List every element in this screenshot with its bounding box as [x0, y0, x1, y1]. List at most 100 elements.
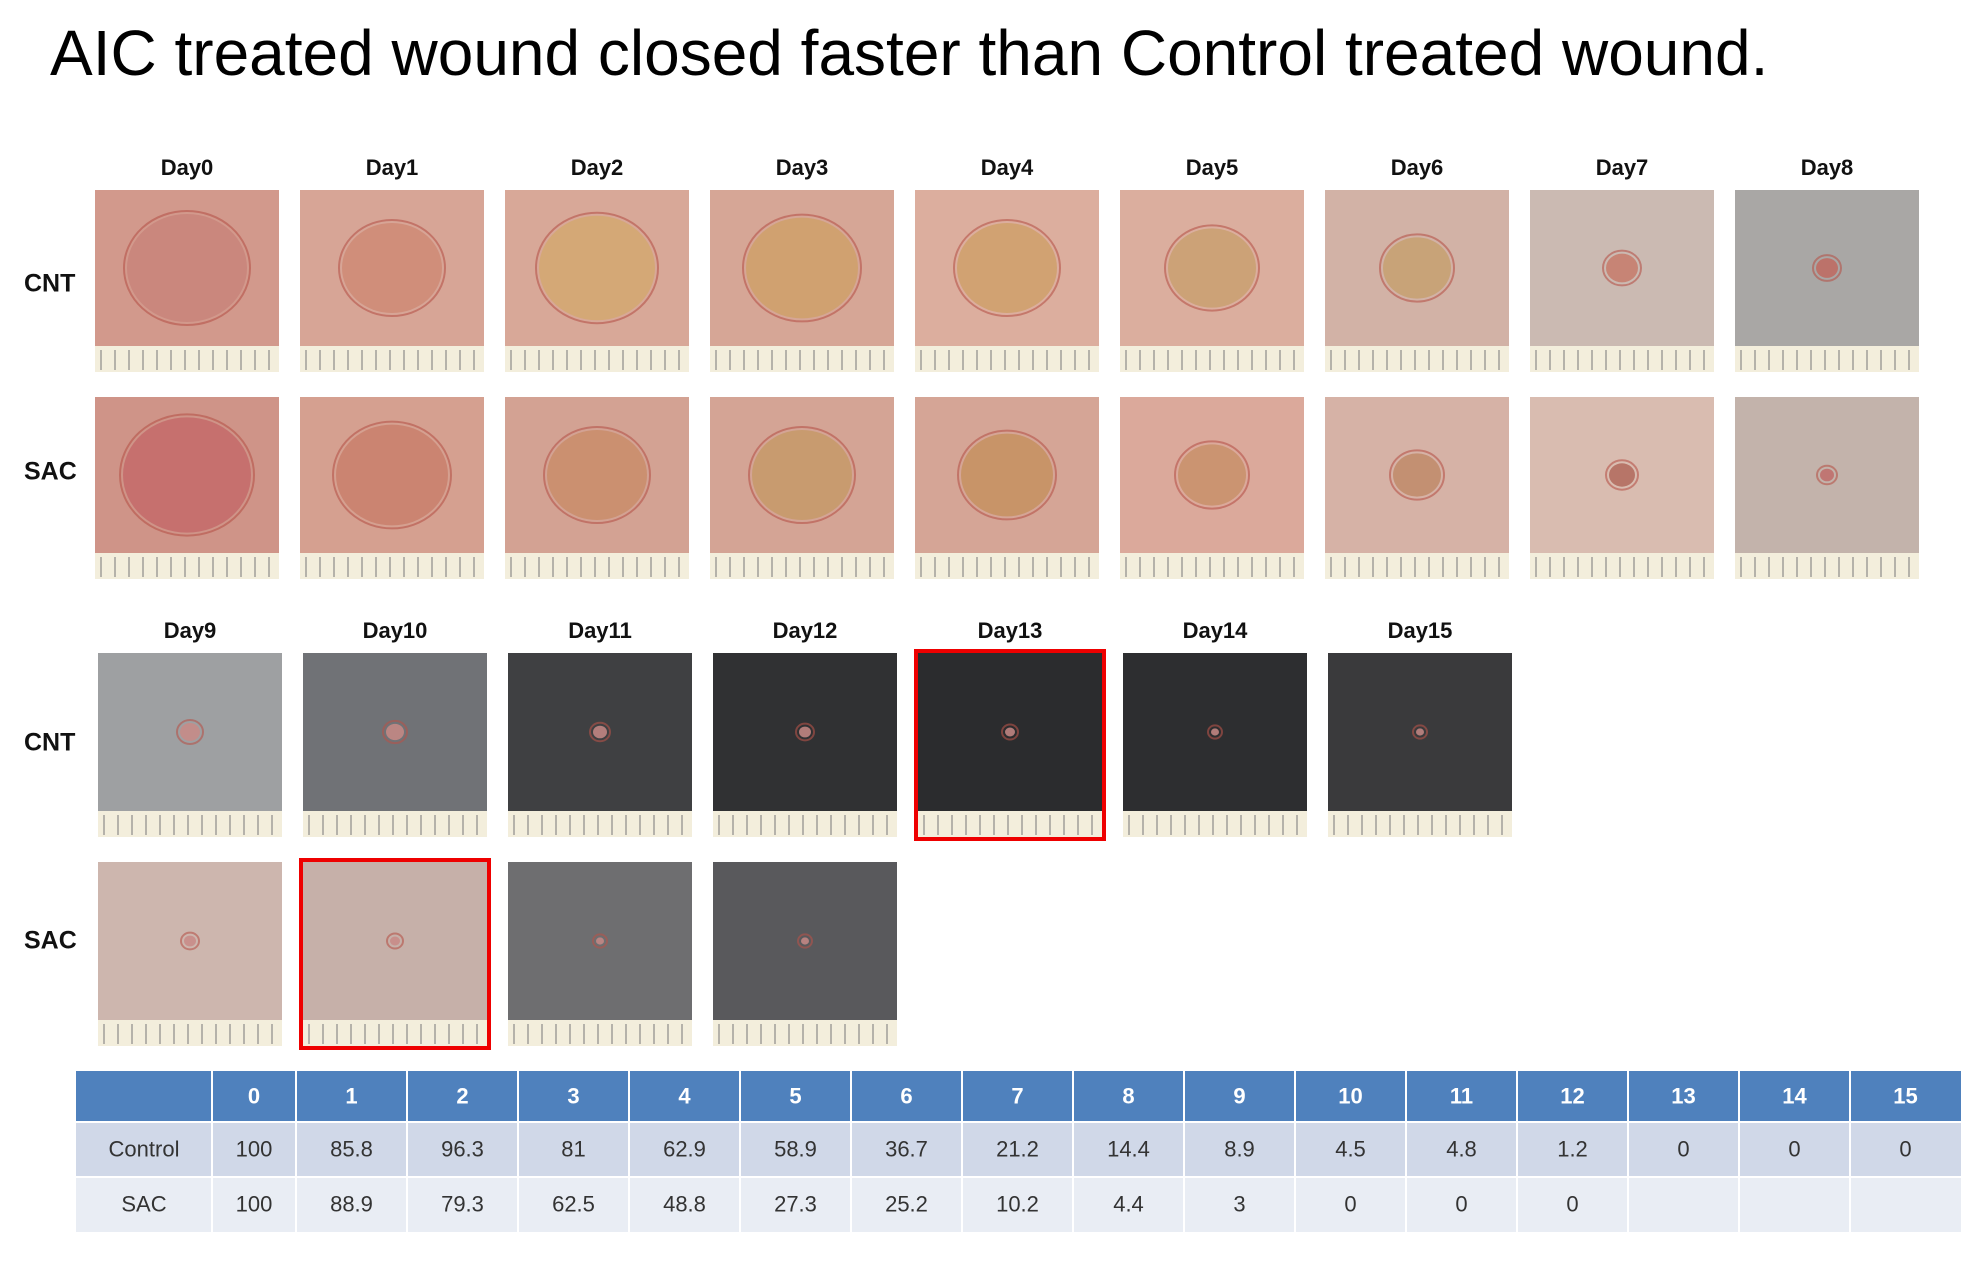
table-row-bg — [76, 1122, 1961, 1177]
wound — [1820, 468, 1834, 482]
ruler — [95, 553, 279, 579]
wound — [342, 223, 442, 313]
day-label: Day1 — [366, 155, 419, 180]
wound — [386, 723, 404, 741]
wound-photo — [713, 862, 897, 1046]
table-header-cell: 7 — [1011, 1083, 1023, 1108]
table-cell: 8.9 — [1224, 1136, 1255, 1161]
wound-photo — [505, 190, 689, 372]
table-cell: 48.8 — [663, 1191, 706, 1216]
wound-photo — [95, 190, 279, 372]
ruler — [1120, 553, 1304, 579]
ruler — [1123, 811, 1307, 837]
table-header-cell: 13 — [1671, 1083, 1695, 1108]
wound-photo — [508, 653, 692, 837]
wound — [336, 424, 448, 526]
table-cell: 4.5 — [1335, 1136, 1366, 1161]
table-cell: 58.9 — [774, 1136, 817, 1161]
table-header-cell: 1 — [345, 1083, 357, 1108]
table-header-cell: 4 — [678, 1083, 691, 1108]
table-header-cell: 14 — [1782, 1083, 1807, 1108]
wound-photo — [1735, 190, 1919, 372]
table-cell: 100 — [236, 1191, 273, 1216]
day-label: Day11 — [568, 618, 632, 643]
wound — [1178, 444, 1246, 506]
table-header-cell: 2 — [456, 1083, 468, 1108]
day-label: Day5 — [1186, 155, 1239, 180]
wound-photo — [710, 397, 894, 579]
wound — [539, 215, 655, 321]
wound — [752, 430, 852, 520]
table-header-cell: 15 — [1893, 1083, 1917, 1108]
day-label: Day0 — [161, 155, 214, 180]
wound-rim — [1816, 464, 1838, 486]
day-label: Day4 — [981, 155, 1034, 180]
day-label: Day14 — [1183, 618, 1249, 643]
wound-photo — [915, 190, 1099, 372]
ruler — [98, 1020, 282, 1046]
photo-bg — [1328, 653, 1512, 837]
day-label: Day2 — [571, 155, 624, 180]
table-cell: 1.2 — [1557, 1136, 1588, 1161]
photo-bg — [1530, 397, 1714, 579]
day-label: Day13 — [978, 618, 1043, 643]
wound-rim — [1412, 724, 1428, 740]
highlight-box — [914, 649, 1106, 841]
table-header-cell: 8 — [1122, 1083, 1134, 1108]
ruler — [1735, 346, 1919, 372]
wound-rim — [1602, 249, 1642, 287]
table-header-cell: 3 — [567, 1083, 579, 1108]
row-label: SAC — [24, 458, 77, 486]
table-cell: 36.7 — [885, 1136, 928, 1161]
wound-photo — [1325, 190, 1509, 372]
wound-photo — [1120, 190, 1304, 372]
wound-photo — [300, 397, 484, 579]
photo-bg — [918, 653, 1102, 837]
day-label: Day6 — [1391, 155, 1444, 180]
wound-rim — [119, 413, 255, 537]
table-cell: 0 — [1344, 1191, 1356, 1216]
wound-rim — [795, 722, 815, 742]
table-cell: 0 — [1566, 1191, 1578, 1216]
wound — [957, 223, 1057, 313]
wound-photo — [1735, 397, 1919, 579]
table-cell: 79.3 — [441, 1191, 484, 1216]
ruler — [98, 811, 282, 837]
row-label: SAC — [24, 927, 77, 955]
ruler — [1530, 346, 1714, 372]
ruler — [505, 346, 689, 372]
wound-photo — [300, 190, 484, 372]
table-cell: 25.2 — [885, 1191, 928, 1216]
table-cell: 0 — [1788, 1136, 1800, 1161]
photo-bg — [98, 862, 282, 1046]
wound-photo — [505, 397, 689, 579]
wound — [1416, 728, 1424, 736]
wound-rim — [1207, 724, 1223, 740]
ruler — [508, 1020, 692, 1046]
wound — [1393, 453, 1441, 497]
wound-rim — [1812, 254, 1842, 282]
photo-bg — [303, 862, 487, 1046]
table-header-cell: 6 — [900, 1083, 912, 1108]
table-header-cell: 9 — [1233, 1083, 1245, 1108]
day-label: Day7 — [1596, 155, 1649, 180]
wound — [961, 433, 1053, 517]
day-label: Day8 — [1801, 155, 1854, 180]
ruler — [300, 553, 484, 579]
wound-photo — [98, 862, 282, 1046]
wound — [1609, 463, 1635, 487]
wound-photo — [1123, 653, 1307, 837]
wound-photo — [915, 397, 1099, 579]
ruler — [1325, 553, 1509, 579]
ruler — [303, 811, 487, 837]
wound — [801, 937, 809, 945]
table-cell: 3 — [1233, 1191, 1245, 1216]
ruler — [300, 346, 484, 372]
table-header-cell: 5 — [789, 1083, 801, 1108]
wound-rim — [589, 721, 611, 743]
wound-rim — [1001, 723, 1019, 741]
wound — [127, 214, 247, 322]
wound-photo — [95, 397, 279, 579]
wound-rim — [1389, 449, 1445, 501]
